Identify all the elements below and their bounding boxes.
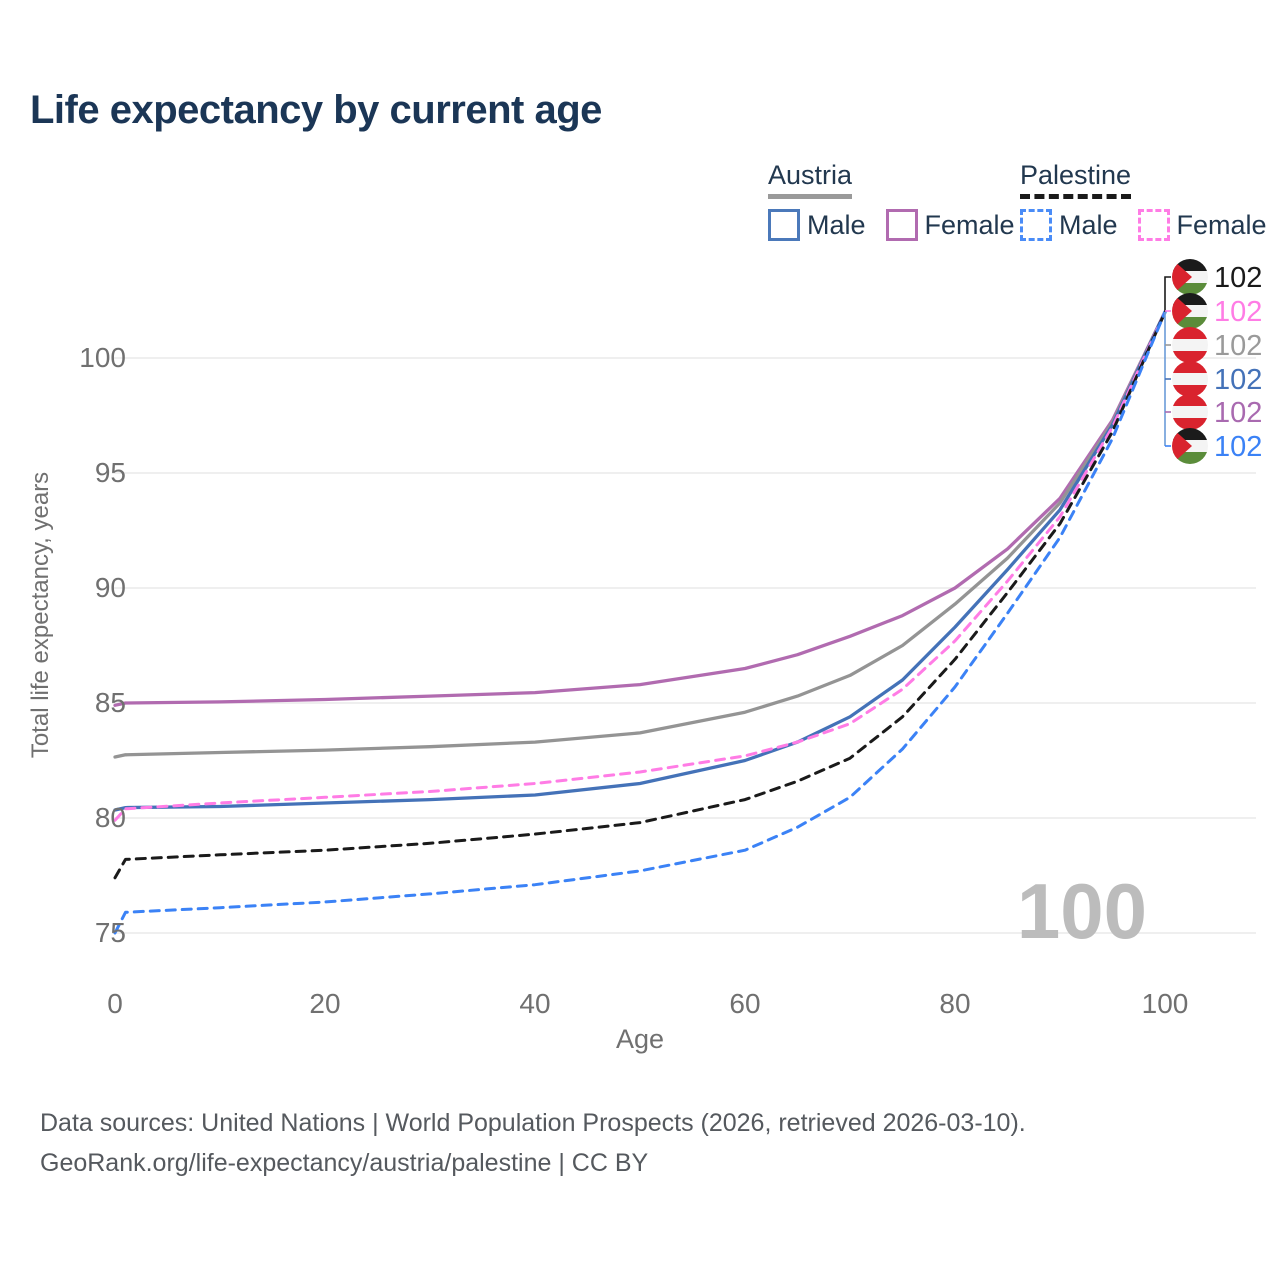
legend-country-austria[interactable]: Austria bbox=[768, 160, 853, 199]
y-tick-label-85: 85 bbox=[95, 687, 126, 718]
legend-item-label: Female bbox=[1176, 209, 1267, 240]
legend-group-palestine: Palestine Male Female bbox=[1020, 160, 1280, 241]
end-value-label-palestine-male: 102 bbox=[1214, 431, 1262, 463]
leader-line-palestine bbox=[1164, 276, 1171, 312]
x-tick-label-80: 80 bbox=[939, 988, 970, 1019]
solid-line-swatch-icon bbox=[885, 209, 918, 241]
austria-flag-icon bbox=[1172, 394, 1208, 430]
legend-item-austria-male[interactable]: Male bbox=[768, 209, 866, 241]
page-title: Life expectancy by current age bbox=[30, 88, 602, 132]
palestine-flag-icon bbox=[1172, 259, 1208, 295]
x-tick-label-0: 0 bbox=[107, 988, 123, 1019]
legend-item-austria-female[interactable]: Female bbox=[885, 209, 1015, 241]
x-tick-label-20: 20 bbox=[309, 988, 340, 1019]
footer: Data sources: United Nations | World Pop… bbox=[40, 1103, 1026, 1183]
y-tick-label-80: 80 bbox=[95, 802, 126, 833]
legend-country-palestine[interactable]: Palestine bbox=[1020, 160, 1132, 199]
series-line-austria bbox=[113, 310, 1167, 759]
y-tick-label-95: 95 bbox=[95, 457, 126, 488]
y-tick-label-90: 90 bbox=[95, 572, 126, 603]
legend-item-palestine-female[interactable]: Female bbox=[1137, 209, 1267, 241]
solid-line-swatch-icon bbox=[768, 209, 800, 241]
x-tick-label-60: 60 bbox=[729, 988, 760, 1019]
x-axis-title: Age bbox=[616, 1024, 664, 1054]
palestine-flag-icon bbox=[1172, 293, 1208, 329]
legend-group-austria: Austria Male Female bbox=[768, 160, 1035, 241]
end-value-label-palestine-female: 102 bbox=[1214, 296, 1262, 328]
end-value-label-austria-female: 102 bbox=[1214, 397, 1262, 429]
end-value-label-palestine: 102 bbox=[1214, 262, 1262, 294]
austria-flag-icon bbox=[1172, 361, 1208, 397]
end-value-label-austria-male: 102 bbox=[1214, 364, 1262, 396]
series-line-austria-male bbox=[113, 310, 1167, 812]
end-value-label-austria: 102 bbox=[1214, 330, 1262, 362]
legend-item-label: Male bbox=[807, 209, 866, 240]
data-sources-text: Data sources: United Nations | World Pop… bbox=[40, 1109, 1026, 1137]
austria-flag-icon bbox=[1172, 327, 1208, 363]
series-line-palestine bbox=[113, 310, 1167, 880]
dashed-line-swatch-icon bbox=[1020, 209, 1052, 241]
dashed-line-swatch-icon bbox=[1137, 209, 1170, 241]
y-tick-label-100: 100 bbox=[79, 342, 126, 373]
attribution-text: GeoRank.org/life-expectancy/austria/pale… bbox=[40, 1149, 649, 1177]
legend-items-row: Male Female bbox=[768, 209, 1035, 241]
legend-item-label: Female bbox=[924, 209, 1015, 240]
legend-item-palestine-male[interactable]: Male bbox=[1020, 209, 1118, 241]
series-line-austria-female bbox=[113, 310, 1167, 707]
legend-items-row: Male Female bbox=[1020, 209, 1280, 241]
legend: Austria Male Female Palestine Male Female bbox=[0, 160, 1280, 250]
legend-item-label: Male bbox=[1059, 209, 1118, 240]
y-axis-title: Total life expectancy, years bbox=[27, 472, 54, 758]
hover-age-watermark: 100 bbox=[1017, 867, 1147, 955]
x-tick-label-100: 100 bbox=[1142, 988, 1189, 1019]
x-tick-label-40: 40 bbox=[519, 988, 550, 1019]
series-line-palestine-female bbox=[113, 310, 1167, 822]
y-tick-label-75: 75 bbox=[95, 917, 126, 948]
series-line-palestine-male bbox=[113, 310, 1167, 935]
palestine-flag-icon bbox=[1172, 428, 1208, 464]
